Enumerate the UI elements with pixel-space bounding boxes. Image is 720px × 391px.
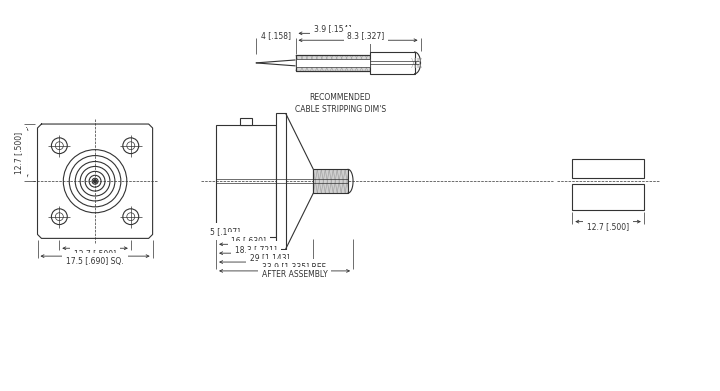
Bar	[313, 169, 348, 193]
Text: 16 [.630]: 16 [.630]	[231, 236, 266, 245]
Text: 12.7 [.500]: 12.7 [.500]	[74, 249, 116, 258]
Bar	[295, 59, 370, 67]
Bar	[572, 158, 644, 178]
Text: 17.5 [.690] SQ.: 17.5 [.690] SQ.	[66, 256, 124, 265]
Text: 12.7 [.500]: 12.7 [.500]	[14, 131, 24, 174]
Bar	[313, 169, 348, 193]
Text: 29 [1.143]: 29 [1.143]	[250, 254, 289, 263]
Text: 5 [.197]: 5 [.197]	[210, 227, 240, 236]
Bar	[240, 118, 252, 125]
Text: 8.3 [.327]: 8.3 [.327]	[347, 31, 384, 40]
Text: 18.3 [.721]: 18.3 [.721]	[235, 245, 276, 254]
Bar	[240, 237, 252, 244]
Circle shape	[94, 180, 96, 183]
Text: AFTER ASSEMBLY: AFTER ASSEMBLY	[261, 270, 328, 279]
Bar	[276, 113, 286, 249]
Bar	[295, 55, 370, 71]
Text: 33.9 [1.335] REF.: 33.9 [1.335] REF.	[262, 262, 327, 271]
Text: 3.9 [.154]: 3.9 [.154]	[314, 24, 351, 33]
Bar	[295, 55, 370, 71]
Bar	[370, 52, 415, 74]
Text: 12.7 [.500]: 12.7 [.500]	[587, 222, 629, 231]
Text: 4 [.158]: 4 [.158]	[261, 31, 291, 40]
Bar	[216, 125, 276, 237]
Text: RECOMMENDED
CABLE STRIPPING DIM'S: RECOMMENDED CABLE STRIPPING DIM'S	[294, 93, 386, 114]
Bar	[572, 184, 644, 210]
